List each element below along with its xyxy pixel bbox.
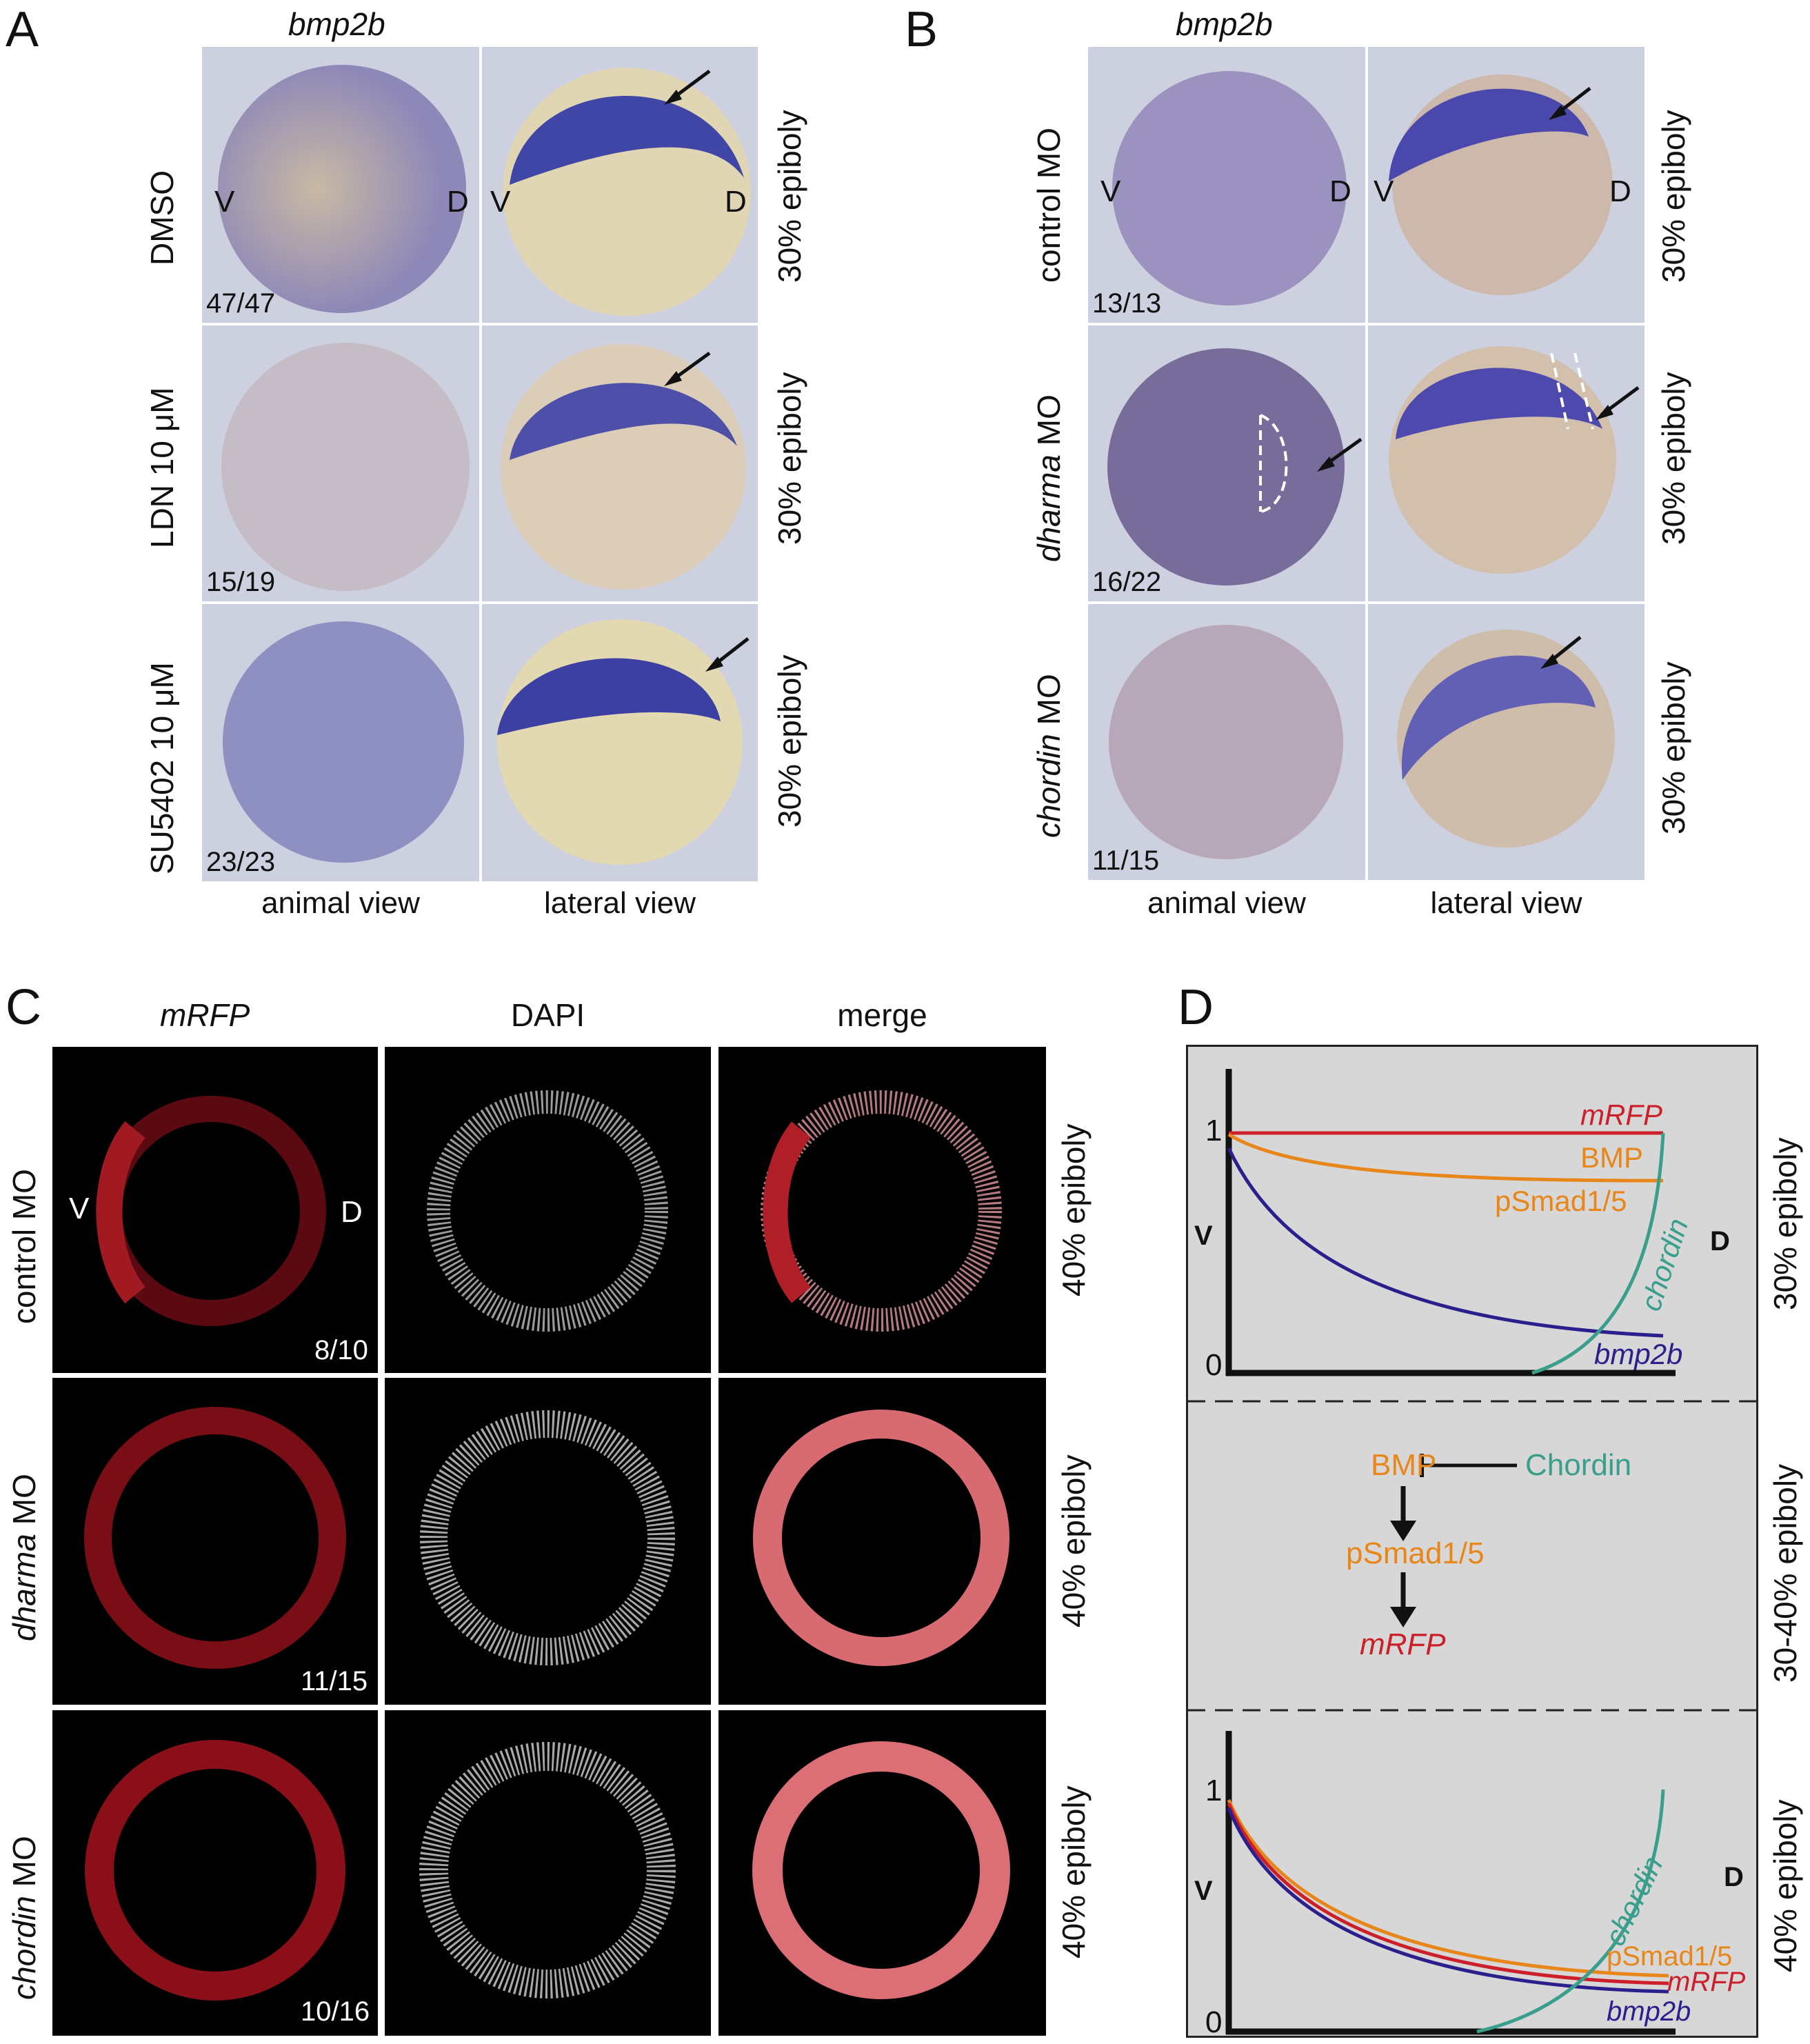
d-label: D (1329, 174, 1351, 208)
image-a-dmso-lateral: V D (482, 47, 758, 323)
arrow-icon (664, 69, 711, 105)
image-c-dharma-merge (718, 1378, 1046, 1705)
v-label: V (1374, 174, 1394, 208)
top-bmp-line (1227, 1132, 1664, 1183)
arrow-icon (664, 351, 711, 386)
count-b-chordin: 11/15 (1092, 845, 1160, 876)
stage-label-d-top: 30% epiboly (1767, 1137, 1803, 1310)
v-label: V (69, 1192, 90, 1225)
col-header-merge: merge (837, 997, 927, 1033)
col-header-mrfp: mRFP (160, 997, 250, 1033)
image-c-dharma-dapi (385, 1378, 711, 1705)
image-c-chordin-mrfp: 10/16 (52, 1710, 378, 2036)
bottom-mrfp-label: mRFP (1667, 1967, 1746, 1997)
image-b-control-lateral: V D (1368, 47, 1645, 323)
top-bmp2b-line (1227, 1147, 1664, 1338)
bottom-y1-label: 1 (1205, 1774, 1223, 1807)
image-c-control-dapi (385, 1047, 711, 1373)
caption-b-animal-view: animal view (1147, 886, 1306, 920)
panel-letter-c: C (6, 980, 41, 1035)
count-b-dharma: 16/22 (1092, 567, 1162, 597)
image-c-chordin-dapi (385, 1710, 711, 2036)
image-a-su5402-animal: 23/23 (202, 604, 479, 881)
d-label: D (1609, 174, 1631, 208)
image-b-control-animal: V D 13/13 (1088, 47, 1365, 323)
image-c-control-mrfp: V D 8/10 (52, 1047, 378, 1373)
bottom-bmp2b-label: bmp2b (1607, 1996, 1691, 2027)
top-chordin-line (1531, 1132, 1665, 1375)
count-a-dmso: 47/47 (206, 288, 276, 319)
count-c-dharma: 11/15 (301, 1666, 368, 1696)
arrow-icon (1549, 87, 1591, 120)
image-b-chordin-lateral (1368, 604, 1645, 880)
middle-chordin-label: Chordin (1525, 1448, 1632, 1482)
caption-b-lateral-view: lateral view (1430, 886, 1582, 920)
panel-letter-b: B (905, 2, 938, 57)
count-a-ldn: 15/19 (206, 567, 276, 597)
image-c-control-merge (718, 1047, 1046, 1373)
bottom-v-label: V (1194, 1876, 1213, 1906)
middle-mrfp-label: mRFP (1360, 1627, 1446, 1661)
image-a-ldn-lateral (482, 325, 758, 601)
v-label: V (490, 185, 511, 219)
top-y1-label: 1 (1205, 1114, 1223, 1148)
panel-letter-a: A (6, 2, 39, 57)
top-v-label: V (1194, 1221, 1213, 1251)
top-mrfp-label: mRFP (1580, 1099, 1662, 1131)
image-a-ldn-animal: 15/19 (202, 325, 479, 601)
top-bmp2b-label: bmp2b (1594, 1338, 1683, 1370)
bottom-psmad-label: pSmad1/5 (1607, 1941, 1733, 1972)
image-b-dharma-lateral (1368, 325, 1645, 601)
stage-label-d-middle: 30-40% epiboly (1767, 1463, 1803, 1683)
panel-b-gene-title: bmp2b (1176, 6, 1273, 42)
arrow-icon (705, 637, 750, 672)
bottom-d-label: D (1724, 1862, 1744, 1892)
bottom-psmad-line (1227, 1799, 1669, 1978)
image-b-chordin-animal: 11/15 (1088, 604, 1365, 880)
bottom-bmp2b-line (1227, 1807, 1669, 1994)
bottom-mrfp-line (1227, 1803, 1669, 1985)
count-a-su5402: 23/23 (206, 847, 276, 877)
image-b-dharma-animal: 16/22 (1088, 325, 1365, 601)
top-psmad-label: pSmad1/5 (1495, 1185, 1627, 1217)
top-y0-label: 0 (1205, 1348, 1223, 1382)
bottom-y0-label: 0 (1205, 2005, 1223, 2039)
panel-a-gene-title: bmp2b (288, 6, 385, 42)
image-c-dharma-mrfp: 11/15 (52, 1378, 378, 1705)
image-c-chordin-merge (718, 1710, 1046, 2036)
count-c-chordin: 10/16 (301, 1996, 370, 2027)
caption-a-animal-view: animal view (261, 886, 420, 920)
bottom-chordin-line (1476, 1789, 1665, 2034)
col-header-dapi: DAPI (510, 997, 585, 1033)
image-a-su5402-lateral (482, 604, 758, 881)
count-b-control: 13/13 (1092, 288, 1162, 319)
caption-a-lateral-view: lateral view (543, 886, 696, 920)
v-label: V (214, 185, 235, 219)
d-label: D (725, 185, 747, 219)
middle-bmp-label: BMP (1371, 1448, 1437, 1482)
top-d-label: D (1710, 1226, 1730, 1256)
count-c-control: 8/10 (314, 1335, 368, 1365)
d-label: D (447, 185, 469, 219)
panel-letter-d: D (1178, 980, 1214, 1035)
image-a-dmso-animal: V D 47/47 (202, 47, 479, 323)
d-label: D (341, 1195, 363, 1229)
v-label: V (1100, 174, 1121, 208)
stage-label-d-bottom: 40% epiboly (1767, 1799, 1803, 1972)
top-bmp-label: BMP (1580, 1141, 1644, 1174)
middle-psmad-label: pSmad1/5 (1346, 1536, 1485, 1570)
